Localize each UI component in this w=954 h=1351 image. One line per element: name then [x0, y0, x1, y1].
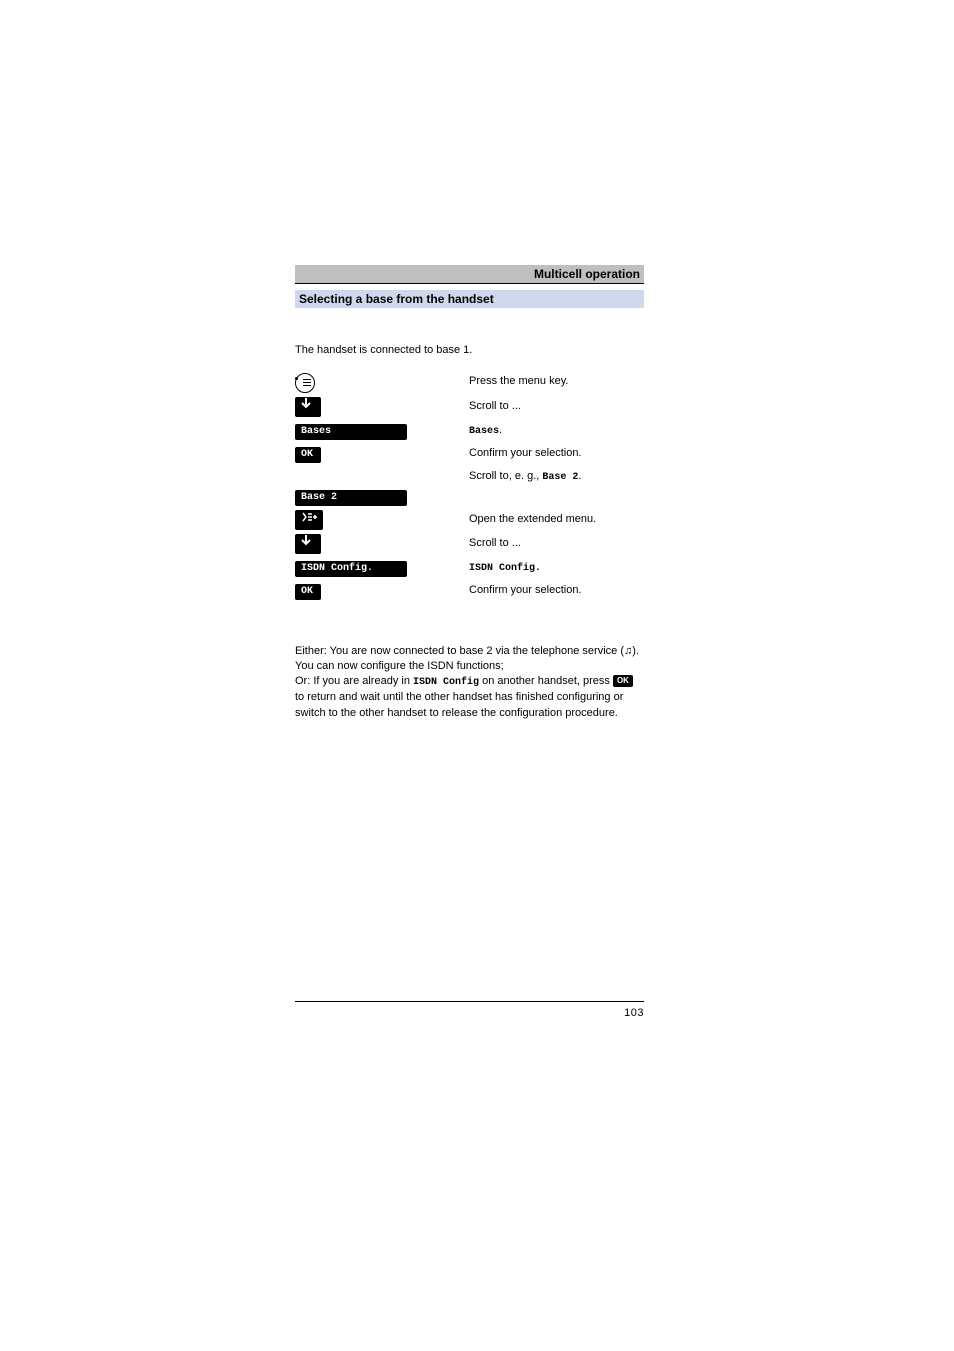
step-text: Open the extended menu. [465, 510, 644, 530]
extended-menu-icon [295, 510, 323, 530]
down-arrow-icon [295, 397, 321, 417]
ok-chip: OK [295, 584, 321, 600]
note-suffix: on another handset, press [479, 675, 613, 687]
note-ok-chip: OK [613, 675, 633, 687]
ok-chip: OK [295, 447, 321, 463]
page-number: 103 [295, 1007, 644, 1019]
step-suffix: . [499, 424, 502, 436]
step-text: Scroll to ... [465, 397, 644, 417]
base2-mono-label: Base 2 [542, 472, 578, 483]
base2-chip: Base 2 [295, 490, 407, 506]
note-tail: to return and wait until the other hands… [295, 691, 623, 718]
step-text: ISDN Config. [465, 558, 644, 577]
step-text: Confirm your selection. [465, 444, 644, 463]
intro-text: The handset is connected to base 1. [295, 344, 644, 356]
step-text: Scroll to, e. g., Base 2. [465, 467, 644, 483]
step-prefix: Scroll to, e. g., [469, 470, 542, 482]
step-text: Confirm your selection. [465, 581, 644, 600]
isdn-config-chip: ISDN Config. [295, 561, 407, 577]
step-text: Scroll to ... [465, 534, 644, 554]
note-block: Either: You are now connected to base 2 … [295, 644, 644, 722]
page-subtitle: Selecting a base from the handset [295, 290, 644, 308]
note-mono1: ISDN Config [413, 677, 479, 688]
isdn-config-mono-label: ISDN Config. [469, 563, 541, 574]
page-title-block: Multicell operation [295, 265, 644, 284]
note-prefix: Either: You are now connected to base 2 … [295, 645, 639, 672]
step-text: Press the menu key. [465, 372, 644, 393]
note-or: Or: If you are already in [295, 675, 413, 687]
menu-key-icon [295, 373, 315, 393]
down-arrow-icon [295, 534, 321, 554]
bases-chip: Bases [295, 424, 407, 440]
page-title: Multicell operation [295, 265, 644, 283]
step-suffix: . [578, 470, 581, 482]
footer-rule [295, 1001, 644, 1003]
bases-mono-label: Bases [469, 426, 499, 437]
step-text: Bases. [465, 421, 644, 440]
